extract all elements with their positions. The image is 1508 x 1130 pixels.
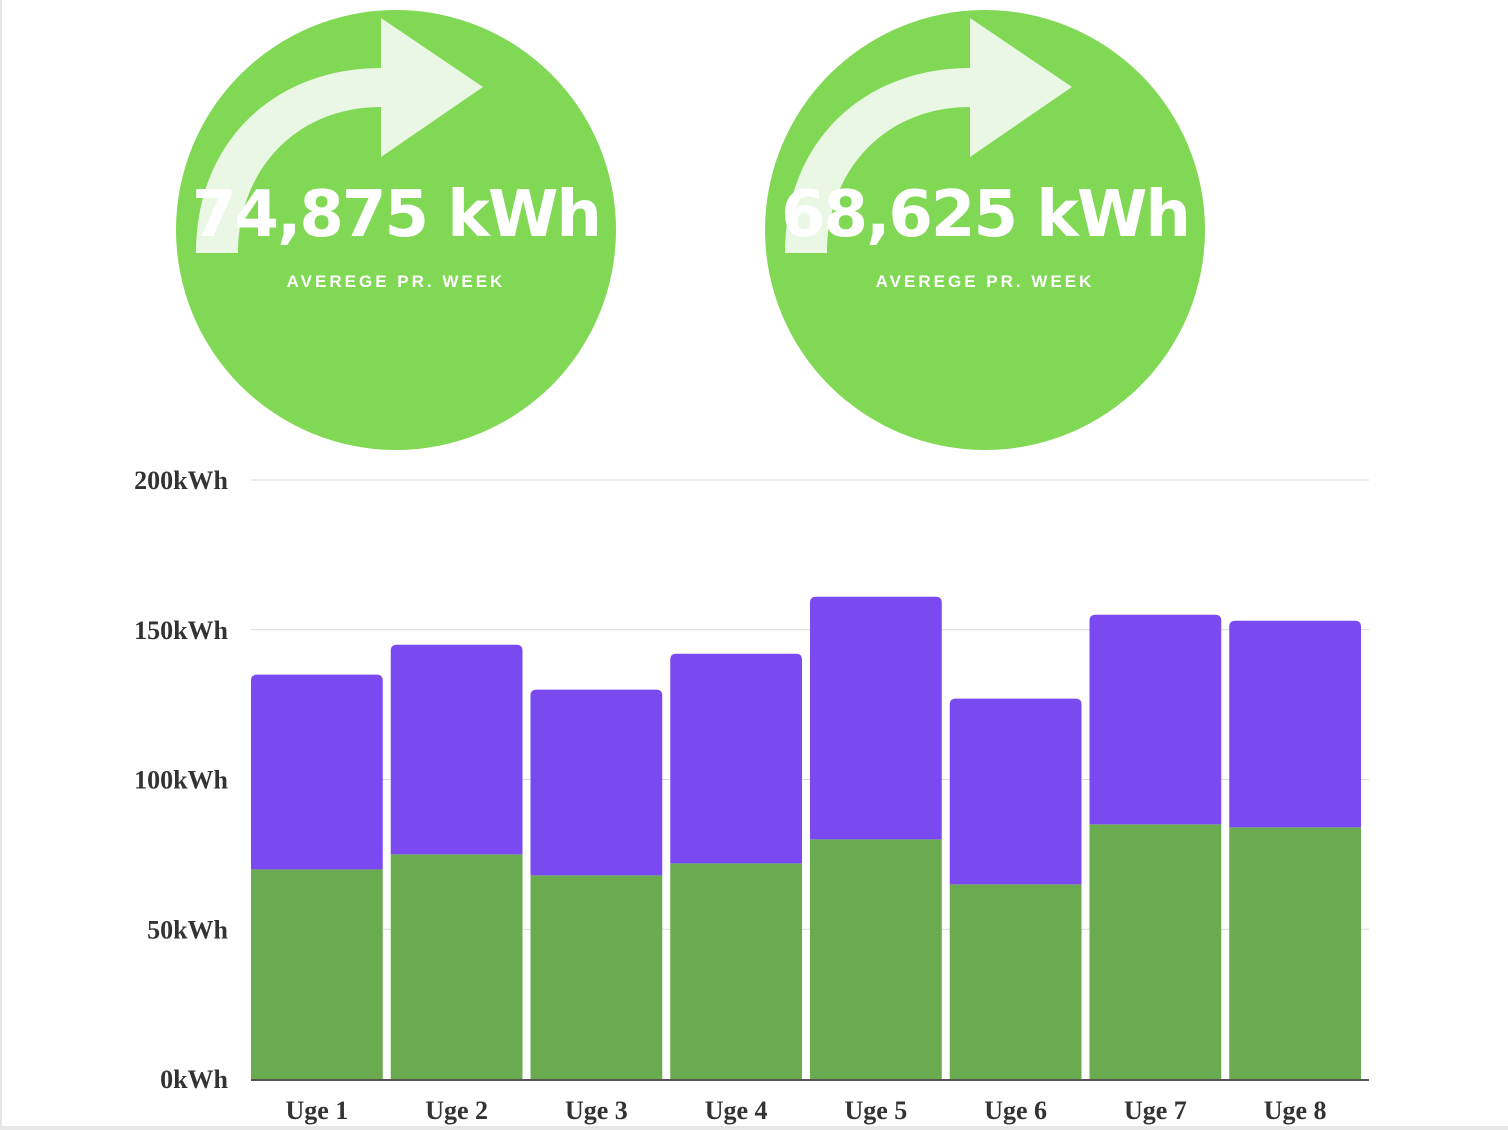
x-category-label: Uge 7 [1124, 1096, 1187, 1125]
x-category-label: Uge 5 [844, 1096, 907, 1125]
bar-segment-series-1 [1229, 827, 1361, 1079]
x-category-label: Uge 8 [1264, 1096, 1327, 1125]
bar-segment-series-1 [251, 869, 383, 1079]
stat-circle-1: 74,875 kWh AVEREGE PR. WEEK [176, 10, 616, 450]
curved-arrow-icon [785, 18, 1072, 253]
bar-segment-series-2 [530, 689, 663, 876]
bar-segment-series-2 [251, 674, 383, 870]
bar-segment-series-2 [1089, 614, 1222, 825]
x-category-label: Uge 2 [425, 1096, 488, 1125]
bar-segment-series-1 [530, 875, 663, 1079]
bar-segment-series-1 [949, 884, 1082, 1079]
bar-segment-series-2 [810, 596, 942, 840]
x-category-label: Uge 6 [984, 1096, 1047, 1125]
y-tick-label: 50kWh [147, 915, 228, 944]
bar-segment-series-2 [949, 698, 1082, 885]
bar-segment-series-1 [810, 839, 942, 1079]
stat-value-2: 68,625 kWh [781, 178, 1191, 252]
stat-value-1: 74,875 kWh [192, 178, 602, 252]
bar-segment-series-2 [1229, 620, 1361, 828]
bar-segment-series-1 [390, 854, 523, 1079]
bar-segment-series-2 [670, 653, 802, 864]
x-category-label: Uge 1 [285, 1096, 348, 1125]
y-tick-label: 200kWh [134, 466, 228, 495]
bar-segment-series-2 [390, 644, 523, 855]
x-category-label: Uge 4 [705, 1096, 768, 1125]
x-category-label: Uge 3 [565, 1096, 628, 1125]
y-tick-label: 100kWh [134, 766, 228, 795]
stat-circle-2: 68,625 kWh AVEREGE PR. WEEK [765, 10, 1205, 450]
stat-caption-1: AVEREGE PR. WEEK [286, 272, 506, 291]
bar-segment-series-1 [1089, 824, 1222, 1079]
y-tick-label: 0kWh [160, 1065, 228, 1094]
curved-arrow-icon [196, 18, 483, 253]
y-tick-label: 150kWh [134, 616, 228, 645]
bar-segment-series-1 [670, 863, 802, 1079]
stat-caption-2: AVEREGE PR. WEEK [875, 272, 1095, 291]
